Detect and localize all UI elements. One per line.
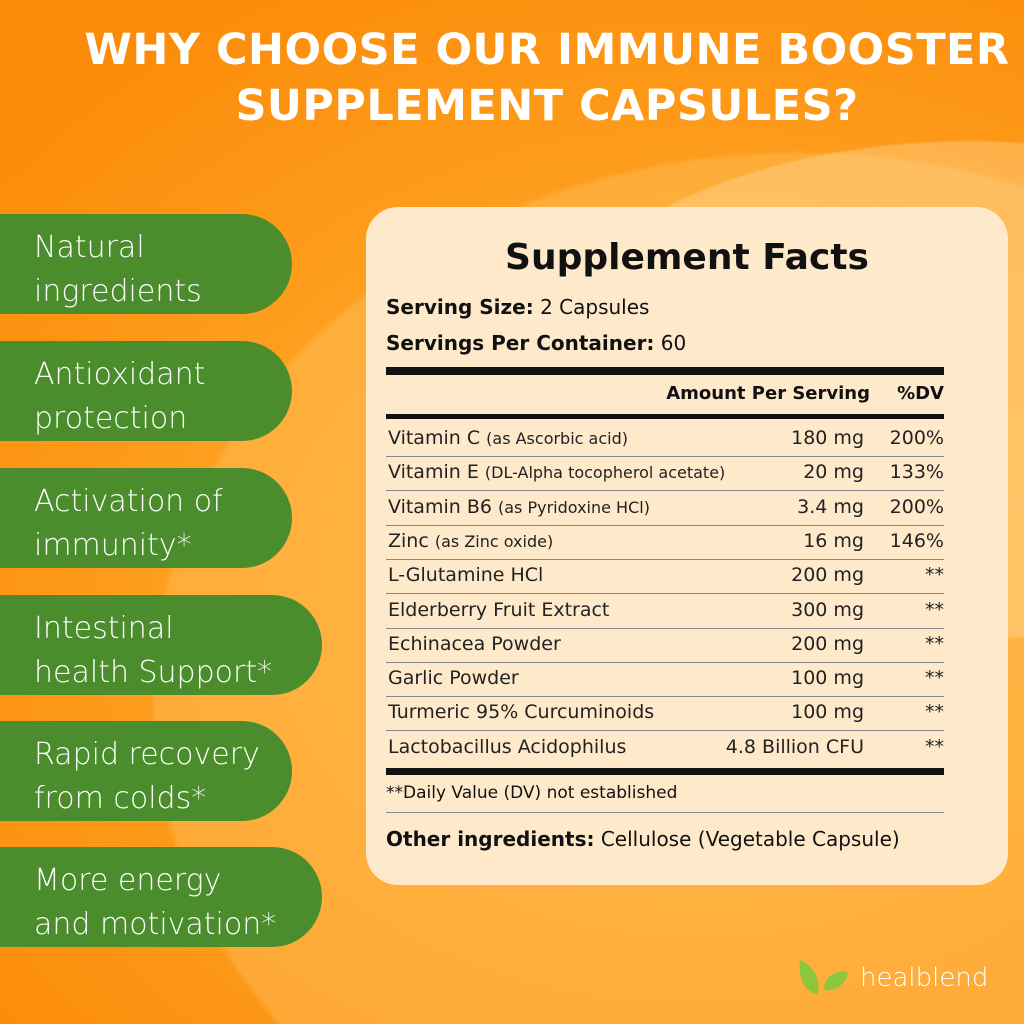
ingredient-name: Echinacea Powder [388,633,561,655]
col-amount: Amount Per Serving [666,383,870,404]
benefit-line: from colds* [34,781,207,816]
label: Other ingredients: [386,827,595,851]
amount: 200 mg [791,632,864,655]
facts-heading: Supplement Facts [505,237,869,278]
amount: 100 mg [791,667,864,690]
name: Vitamin E [388,461,479,484]
col-dv: %DV [897,383,944,404]
benefit-line: immunity* [34,528,192,563]
benefit-pill: Intestinal health Support* [0,595,322,695]
detail: (as Ascorbic acid) [486,429,628,448]
value: 60 [660,331,687,355]
value: Cellulose (Vegetable Capsule) [600,827,900,851]
leaf-icon [799,960,848,994]
ingredient-name: L-Glutamine HCl [388,564,543,586]
name: Vitamin B6 [388,495,492,518]
amount: 16 mg [803,529,864,552]
name: Elderberry Fruit Extract [388,598,610,621]
detail: (DL-Alpha tocopherol acetate) [484,463,726,483]
amount: 180 mg [791,427,864,449]
amount: 20 mg [803,461,864,484]
name: Zinc [388,529,429,552]
benefit-line: More energy [34,863,222,898]
ingredient-name: Zinc (as Zinc oxide) [388,530,553,552]
name: L-Glutamine HCl [388,564,544,587]
supplement-facts-card: Supplement Facts Serving Size: 2 Capsule… [366,207,1008,885]
name: Vitamin C [388,427,481,449]
daily-value: ** [925,701,944,724]
benefit-line: protection [34,401,188,436]
ingredient-name: Vitamin B6 (as Pyridoxine HCl) [388,496,650,518]
page-title: WHY CHOOSE OUR IMMUNE BOOSTER SUPPLEMENT… [0,22,1024,134]
divider [386,414,944,419]
divider [386,812,944,813]
footnote: **Daily Value (DV) not established [386,783,678,803]
label: Servings Per Container: [386,331,655,355]
label: Serving Size: [386,295,534,319]
amount: 3.4 mg [797,495,864,518]
serving-size: Serving Size: 2 Capsules [386,295,649,319]
benefit-line: Natural [34,230,145,265]
daily-value: ** [925,598,944,621]
name: Lactobacillus Acidophilus [388,735,627,758]
brand-logo: healblend [796,958,988,998]
detail: (as Zinc oxide) [434,531,554,551]
benefit-line: Antioxidant [34,357,206,392]
facts-row: Lactobacillus Acidophilus 4.8 Billion CF… [386,732,944,766]
servings-per-container: Servings Per Container: 60 [386,331,686,355]
facts-row: Turmeric 95% Curcuminoids 100 mg ** [386,697,944,732]
amount: 4.8 Billion CFU [725,735,864,758]
benefit-pill: Natural ingredients [0,214,292,314]
daily-value: ** [925,564,944,587]
benefit-pill: Antioxidant protection [0,341,292,441]
value: 2 Capsules [540,295,650,319]
daily-value: 200% [889,427,944,449]
benefit-line: Rapid recovery [34,737,260,772]
daily-value: 200% [889,495,944,518]
ingredient-name: Vitamin E (DL-Alpha tocopherol acetate) [388,461,725,483]
daily-value: ** [925,735,944,758]
ingredient-name: Turmeric 95% Curcuminoids [388,701,654,723]
facts-row: Echinacea Powder 200 mg ** [386,629,944,663]
title-line: SUPPLEMENT CAPSULES? [235,81,859,131]
facts-row: Vitamin C (as Ascorbic acid) 180 mg 200% [386,423,944,457]
title-line: WHY CHOOSE OUR IMMUNE BOOSTER [84,25,1010,75]
name: Echinacea Powder [388,632,561,655]
daily-value: 133% [889,461,944,484]
amount: 100 mg [791,701,864,724]
daily-value: 146% [889,529,944,552]
facts-row: Elderberry Fruit Extract 300 mg ** [386,595,944,629]
benefit-line: Intestinal [34,611,174,646]
name: Turmeric 95% Curcuminoids [388,701,655,724]
facts-row: Zinc (as Zinc oxide) 16 mg 146% [386,526,944,560]
facts-row: Garlic Powder 100 mg ** [386,663,944,698]
divider [386,367,944,375]
detail: (as Pyridoxine HCl) [498,497,650,517]
amount: 300 mg [791,598,864,621]
benefit-pill: More energy and motivation* [0,847,322,947]
benefit-line: ingredients [34,274,202,309]
amount: 200 mg [791,564,864,587]
daily-value: ** [925,667,944,690]
divider [386,768,944,775]
benefit-line: health Support* [34,655,273,690]
other-ingredients: Other ingredients: Cellulose (Vegetable … [386,827,900,851]
benefit-line: and motivation* [34,907,277,942]
ingredient-name: Garlic Powder [388,667,519,689]
ingredient-name: Lactobacillus Acidophilus [388,736,626,758]
facts-row: L-Glutamine HCl 200 mg ** [386,560,944,595]
daily-value: ** [925,632,944,655]
brand-name: healblend [860,963,989,993]
name: Garlic Powder [388,667,519,690]
facts-row: Vitamin B6 (as Pyridoxine HCl) 3.4 mg 200% [386,492,944,526]
benefit-line: Activation of [34,484,223,519]
benefit-pill: Activation of immunity* [0,468,292,568]
ingredient-name: Elderberry Fruit Extract [388,599,609,621]
facts-row: Vitamin E (DL-Alpha tocopherol acetate) 2… [386,457,944,492]
ingredient-name: Vitamin C (as Ascorbic acid) [388,427,628,449]
benefit-pill: Rapid recovery from colds* [0,721,292,821]
